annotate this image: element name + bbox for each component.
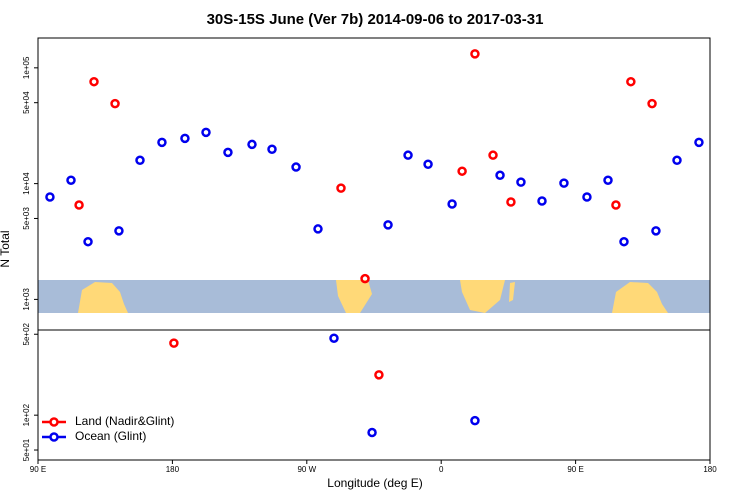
point [180,133,190,144]
point [582,192,592,202]
point [66,175,76,185]
point [201,127,211,138]
point [329,333,339,343]
y-tick-label: 1e+02 [22,403,31,426]
x-tick-label: 90 E [30,465,46,474]
point [89,76,99,87]
x-tick-label: 90 E [567,465,583,474]
legend-label: Land (Nadir&Glint) [75,414,174,428]
point [169,338,179,348]
map-strip [38,280,710,313]
point [651,226,661,236]
chart-title: 30S-15S June (Ver 7b) 2014-09-06 to 2017… [207,11,544,28]
point [470,49,480,59]
point [647,98,657,109]
x-tick-label: 180 [166,465,180,474]
point [470,415,480,426]
legend-label: Ocean (Glint) [75,429,146,443]
point [537,196,547,206]
point [291,162,301,172]
legend-swatch-marker [49,417,59,427]
point [423,159,433,169]
point [157,137,167,148]
point [495,170,505,181]
y-tick-label: 5e+04 [22,91,31,114]
point [45,192,55,202]
x-tick-label: 180 [703,465,717,474]
point [447,199,457,209]
y-tick-label: 5e+03 [22,207,31,230]
point [488,150,498,160]
point [114,226,124,236]
plot-frame [37,37,711,461]
y-axis-label: N Total [0,230,12,267]
x-tick-label: 90 W [297,465,316,474]
point [559,178,569,188]
y-tick-label: 5e+01 [22,438,31,461]
x-tick-label: 0 [439,465,444,474]
point [603,175,613,185]
point [403,150,413,160]
y-tick-label: 1e+04 [22,172,31,195]
y-tick-label: 5e+02 [22,322,31,345]
point [626,76,636,87]
point [223,147,233,158]
point [135,155,145,166]
point [457,166,467,176]
point [672,155,682,166]
y-tick-label: 1e+05 [22,56,31,79]
point [267,144,277,155]
point [367,427,377,438]
point [110,98,120,109]
point [516,177,526,187]
point [313,224,323,234]
x-axis-label: Longitude (deg E) [327,476,422,490]
point [336,183,346,193]
point [383,220,393,230]
point [374,370,384,380]
y-tick-label: 1e+03 [22,288,31,311]
point [611,200,621,210]
point [506,197,516,207]
point [83,236,93,247]
point [619,236,629,247]
point [247,139,257,150]
point [360,273,370,284]
point [694,137,704,148]
point [74,200,84,210]
legend-swatch-marker [49,432,59,442]
